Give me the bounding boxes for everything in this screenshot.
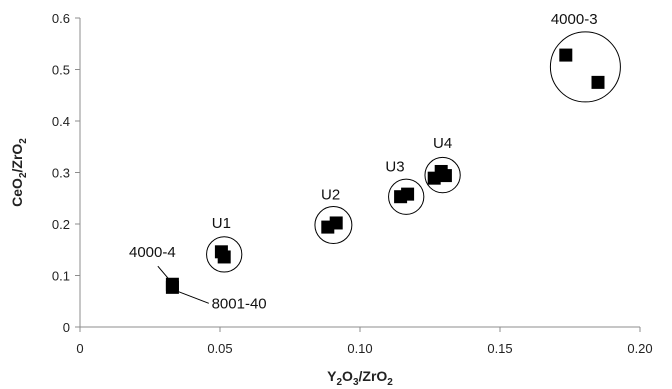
annotation-label: 8001-40 bbox=[212, 295, 267, 312]
cluster-label: U4 bbox=[433, 135, 452, 152]
cluster-label: U2 bbox=[321, 186, 340, 203]
y-axis-title: CeO2/ZrO2 bbox=[9, 138, 29, 207]
x-axis-title: Y2O3/ZrO2 bbox=[327, 368, 393, 388]
annotation-label: 4000-4 bbox=[129, 244, 176, 261]
y-tick-label: 0 bbox=[63, 320, 70, 335]
leader-line bbox=[176, 290, 209, 304]
data-points bbox=[165, 48, 605, 294]
x-tick-label: 0 bbox=[76, 341, 83, 356]
cluster-circle bbox=[206, 236, 243, 273]
data-point bbox=[591, 75, 605, 89]
cluster-circle bbox=[549, 31, 621, 103]
cluster-circles bbox=[206, 31, 621, 273]
x-tick-label: 0.05 bbox=[207, 341, 232, 356]
cluster-circle bbox=[314, 206, 353, 245]
x-tick-label: 0.20 bbox=[627, 341, 652, 356]
cluster-label: 4000-3 bbox=[551, 11, 598, 28]
cluster-circle bbox=[388, 178, 425, 215]
chart-axes: 0 0.1 0.2 0.3 0.4 0.5 0.6 0 0.05 0.10 0.15 0.20 bbox=[52, 11, 653, 356]
y-tick-label: 0.4 bbox=[52, 114, 70, 129]
data-point bbox=[401, 187, 415, 201]
data-point bbox=[165, 280, 179, 294]
cluster-label: U3 bbox=[385, 158, 404, 175]
cluster-label: U1 bbox=[212, 215, 231, 232]
data-point bbox=[559, 48, 573, 62]
x-tick-label: 0.10 bbox=[347, 341, 372, 356]
cluster-circle bbox=[424, 156, 461, 194]
y-tick-label: 0.2 bbox=[52, 217, 70, 232]
data-point bbox=[438, 169, 452, 183]
data-point bbox=[217, 250, 231, 264]
data-point bbox=[329, 216, 343, 230]
cluster-labels: 4000-4 8001-40 U1 U2 U3 U4 4000-3 bbox=[129, 11, 598, 312]
y-tick-label: 0.3 bbox=[52, 166, 70, 181]
y-tick-label: 0.6 bbox=[52, 11, 70, 26]
x-tick-label: 0.15 bbox=[487, 341, 512, 356]
y-tick-label: 0.1 bbox=[52, 269, 70, 284]
annotation-leaders bbox=[157, 265, 209, 304]
y-tick-label: 0.5 bbox=[52, 63, 70, 78]
